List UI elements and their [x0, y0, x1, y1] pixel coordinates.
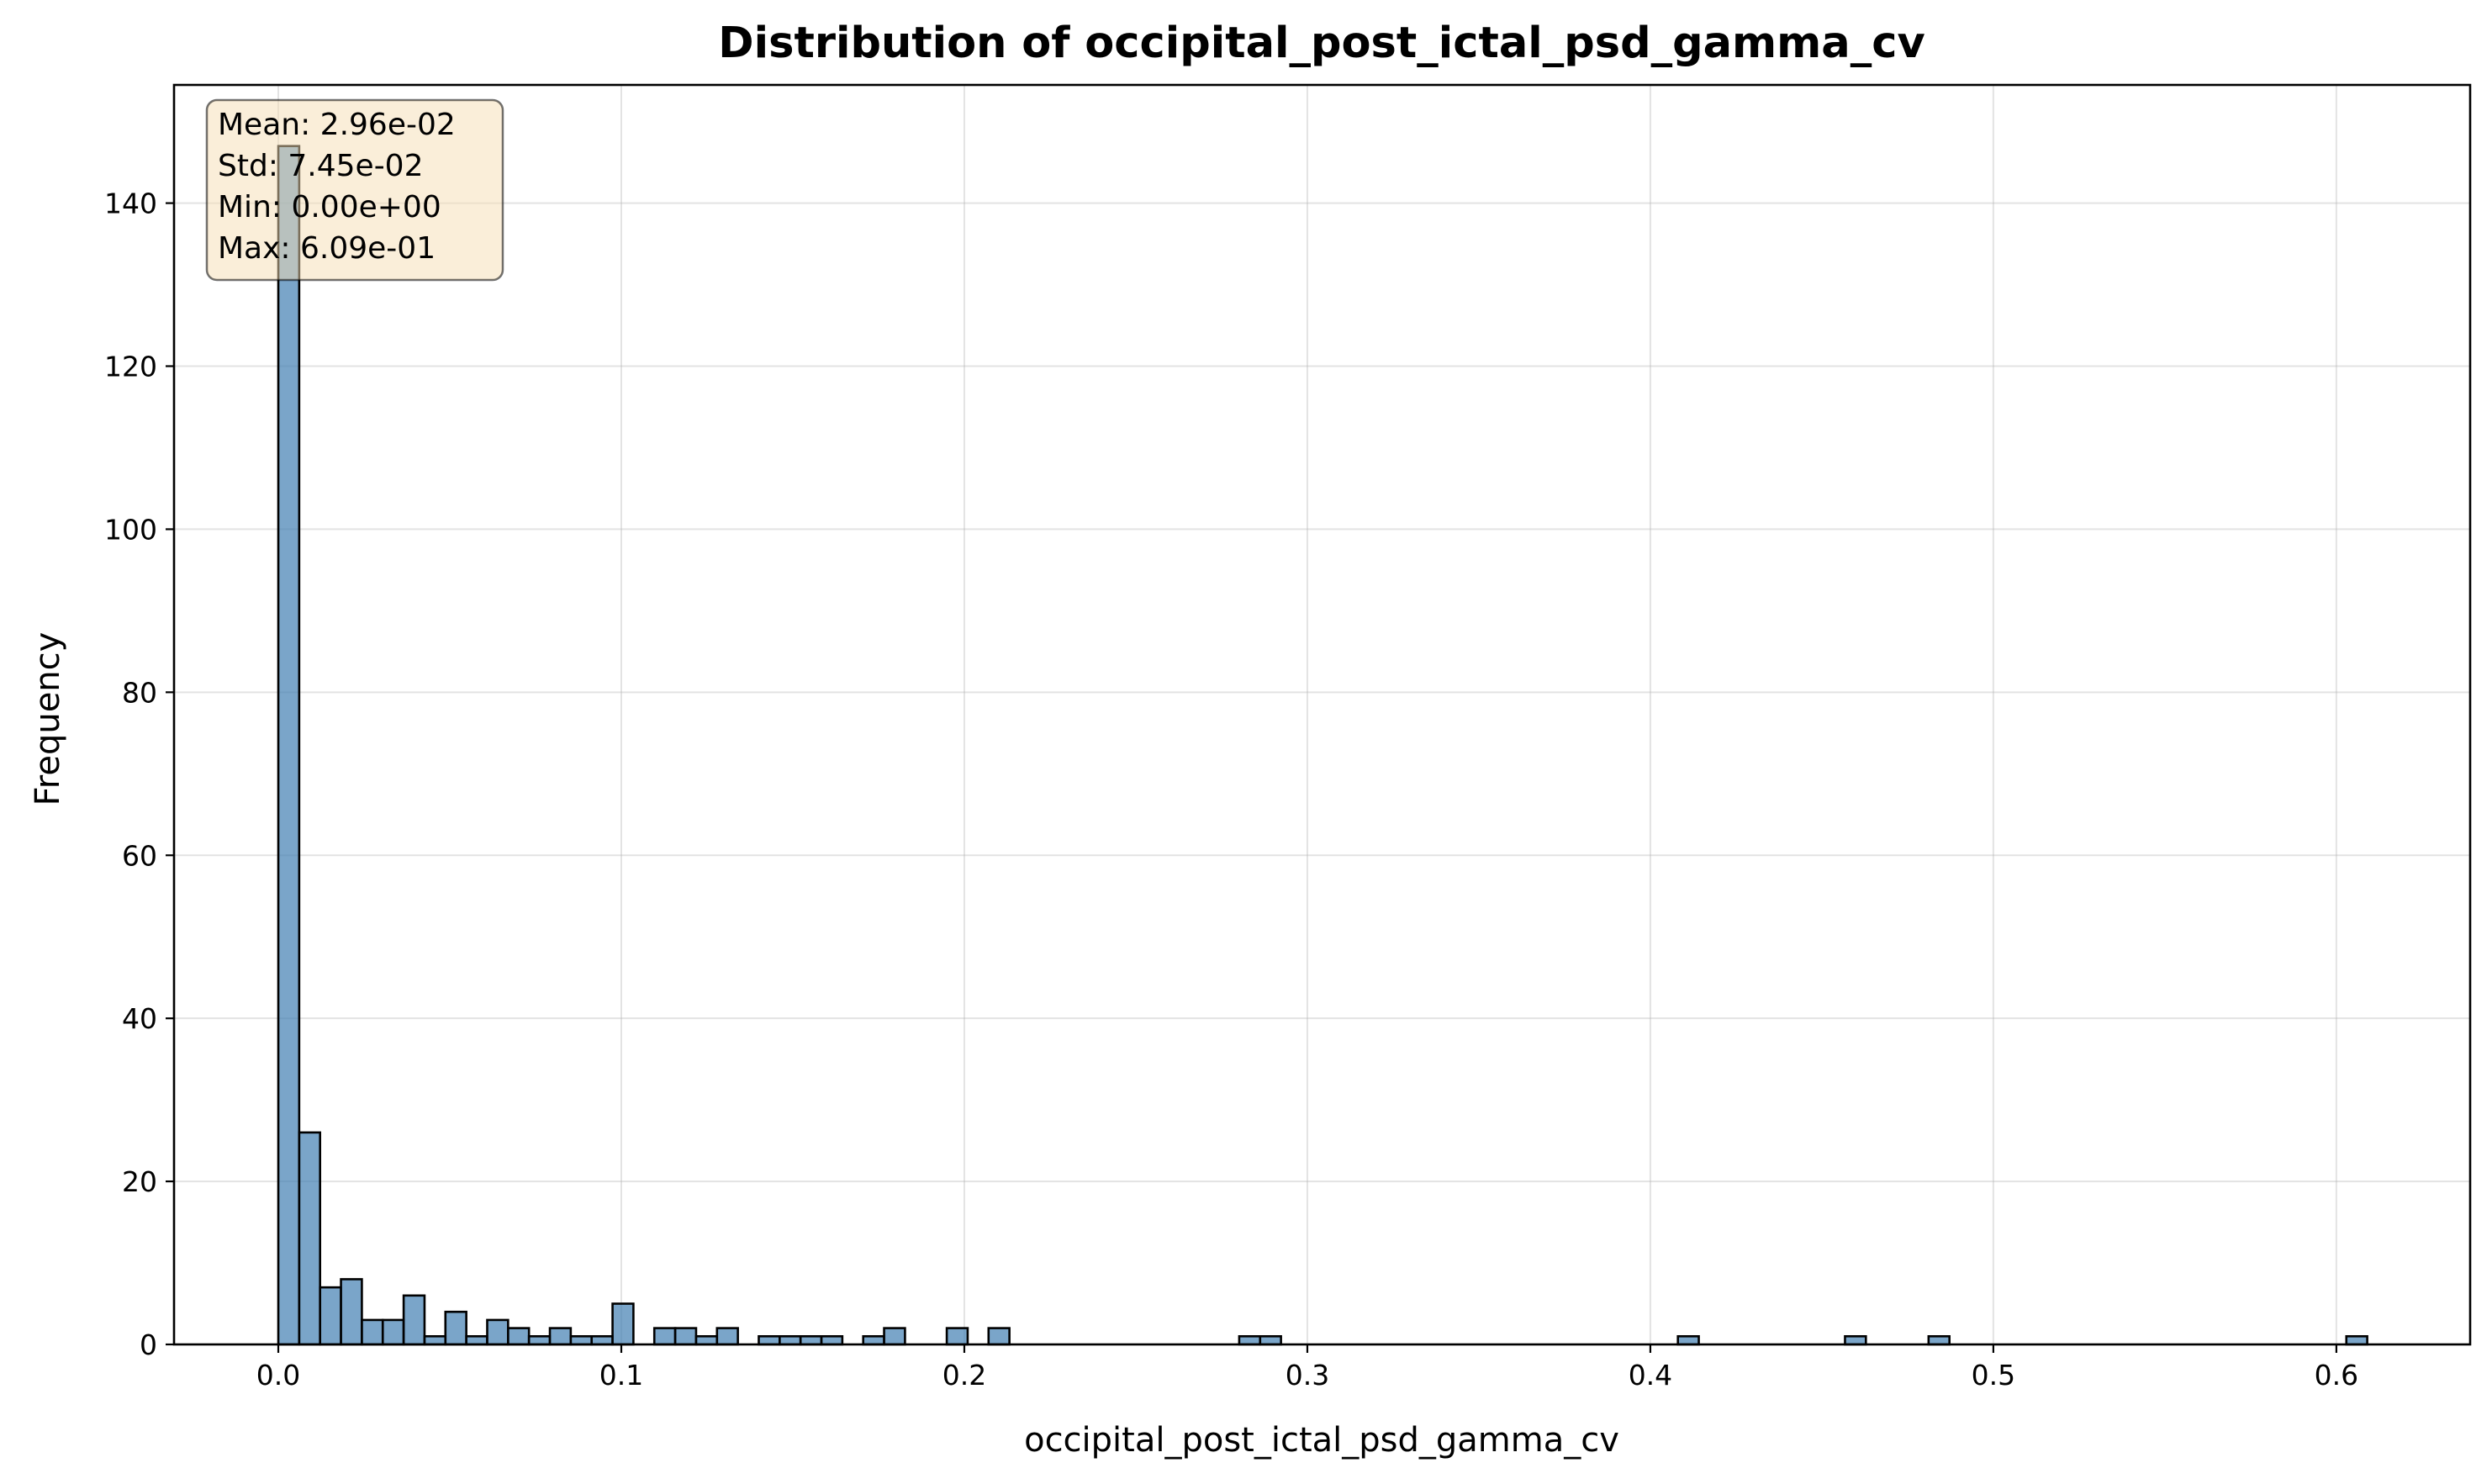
x-tick-label-1: 0.1 [599, 1359, 643, 1392]
histogram-bar-67 [1676, 1335, 1700, 1346]
histogram-bar-18 [652, 1327, 677, 1346]
y-tick-label-6: 120 [104, 351, 157, 383]
x-tick-label-0: 0.0 [256, 1359, 300, 1392]
histogram-bar-19 [673, 1327, 698, 1346]
histogram-bar-23 [758, 1335, 781, 1346]
plot-frame [172, 83, 2472, 1346]
y-tick-label-7: 140 [104, 187, 157, 220]
chart-title: Distribution of occipital_post_ictal_psd… [718, 18, 1924, 68]
histogram-bar-4 [361, 1318, 384, 1346]
x-tick-label-2: 0.2 [942, 1359, 986, 1392]
histogram-bar-10 [486, 1318, 509, 1346]
histogram-bar-2 [319, 1286, 342, 1346]
stats-box-background [205, 98, 504, 282]
histogram-bar-12 [527, 1335, 552, 1346]
histogram-bar-32 [945, 1327, 969, 1346]
x-axis-label: occipital_post_ictal_psd_gamma_cv [1024, 1421, 1619, 1460]
histogram-bar-25 [799, 1335, 823, 1346]
x-tick-label-4: 0.4 [1629, 1359, 1672, 1392]
histogram-bar-29 [883, 1327, 906, 1346]
y-axis-label: Frequency [29, 632, 67, 806]
y-axis-ticks: 0 20 40 60 80 100 120 140 [104, 187, 174, 1361]
histogram-bar-21 [715, 1327, 739, 1346]
histogram-bar-8 [444, 1310, 467, 1346]
y-tick-label-0: 0 [140, 1328, 157, 1361]
histogram-bar-75 [1844, 1335, 1867, 1346]
histogram-bar-99 [2345, 1335, 2368, 1346]
histogram-bar-47 [1259, 1335, 1282, 1346]
histogram-bar-3 [340, 1278, 363, 1346]
y-tick-label-4: 80 [122, 676, 157, 709]
histogram-bar-0 [277, 145, 301, 1346]
histogram-bar-6 [402, 1294, 426, 1346]
y-tick-label-3: 60 [122, 839, 157, 872]
histogram-bar-28 [862, 1335, 885, 1346]
stats-max: Max: 6.09e-01 [218, 231, 436, 266]
histogram-bar-9 [465, 1335, 488, 1346]
x-tick-label-5: 0.5 [1972, 1359, 2015, 1392]
histogram-bar-26 [820, 1335, 844, 1346]
x-tick-label-6: 0.6 [2315, 1359, 2358, 1392]
y-tick-label-1: 20 [122, 1165, 157, 1198]
histogram-bar-46 [1238, 1335, 1262, 1346]
histogram-bar-20 [694, 1335, 719, 1346]
histogram-bar-16 [611, 1302, 635, 1346]
histogram-bar-5 [381, 1318, 405, 1346]
x-axis-ticks: 0.0 0.1 0.2 0.3 0.4 0.5 0.6 [256, 1344, 2358, 1392]
histogram-bar-1 [298, 1131, 322, 1346]
stats-mean: Mean: 2.96e-02 [218, 108, 456, 142]
stats-min: Min: 0.00e+00 [218, 190, 441, 224]
y-tick-label-5: 100 [104, 513, 157, 546]
histogram-bar-13 [548, 1327, 573, 1346]
histogram-bar-34 [987, 1327, 1011, 1346]
stats-box: Mean: 2.96e-02 Std: 7.45e-02 Min: 0.00e+… [205, 98, 504, 282]
histogram-bar-15 [590, 1335, 614, 1346]
histogram-bar-14 [569, 1335, 594, 1346]
x-tick-label-3: 0.3 [1286, 1359, 1329, 1392]
histogram-bar-79 [1927, 1335, 1951, 1346]
stats-std: Std: 7.45e-02 [218, 149, 424, 183]
y-tick-label-2: 40 [122, 1002, 157, 1035]
histogram-bar-7 [423, 1335, 447, 1346]
histogram-bar-11 [507, 1327, 531, 1346]
histogram-bar-24 [779, 1335, 802, 1346]
